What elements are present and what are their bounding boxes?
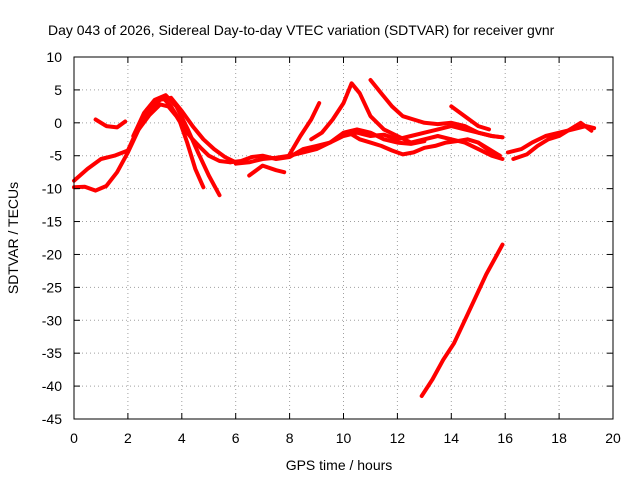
series-line-trace-p <box>511 120 594 161</box>
chart-title: Day 043 of 2026, Sidereal Day-to-day VTE… <box>48 22 555 38</box>
x-tick-label: 0 <box>70 430 78 446</box>
series-line-trace-m <box>449 104 491 132</box>
series-line-trace-q <box>419 242 505 398</box>
x-tick-label: 4 <box>178 430 186 446</box>
x-tick-label: 14 <box>444 430 460 446</box>
x-tick-label: 10 <box>336 430 352 446</box>
y-tick-label: -40 <box>42 378 62 394</box>
y-tick-label: -15 <box>42 214 62 230</box>
x-tick-label: 18 <box>551 430 567 446</box>
y-tick-label: 5 <box>54 82 62 98</box>
y-tick-label: 10 <box>46 49 62 65</box>
series-line-trace-c <box>93 117 128 130</box>
series-line-trace-j <box>309 81 505 161</box>
series-line-trace-h <box>247 163 287 178</box>
y-tick-label: -45 <box>42 411 62 427</box>
x-tick-label: 20 <box>605 430 621 446</box>
series-group <box>72 78 597 398</box>
series-line-trace-g <box>233 127 427 166</box>
x-tick-label: 2 <box>124 430 132 446</box>
y-tick-label: -20 <box>42 246 62 262</box>
y-tick-label: 0 <box>54 115 62 131</box>
x-axis-label: GPS time / hours <box>286 457 393 473</box>
y-tick-label: -5 <box>50 148 63 164</box>
y-tick-label: -10 <box>42 181 62 197</box>
series-line-trace-k <box>346 130 502 158</box>
x-tick-label: 16 <box>497 430 513 446</box>
y-tick-label: -35 <box>42 345 62 361</box>
series-line-trace-a <box>72 102 233 193</box>
series-line-trace-e <box>136 95 238 165</box>
series-line-trace-i <box>287 101 322 157</box>
x-tick-label: 12 <box>390 430 406 446</box>
axis-ticks: 0 2 4 6 8 10 12 14 16 18 20 -45 -40 -35 -30 -25 -20 -15 -1… <box>42 49 621 446</box>
x-tick-label: 8 <box>286 430 294 446</box>
series-line-trace-d <box>131 93 222 198</box>
y-tick-label: -30 <box>42 312 62 328</box>
y-axis-label: SDTVAR / TECUs <box>5 182 21 294</box>
x-tick-label: 6 <box>232 430 240 446</box>
y-tick-label: -25 <box>42 279 62 295</box>
series-line-trace-l <box>368 78 505 140</box>
series-line-trace-n <box>476 140 502 158</box>
